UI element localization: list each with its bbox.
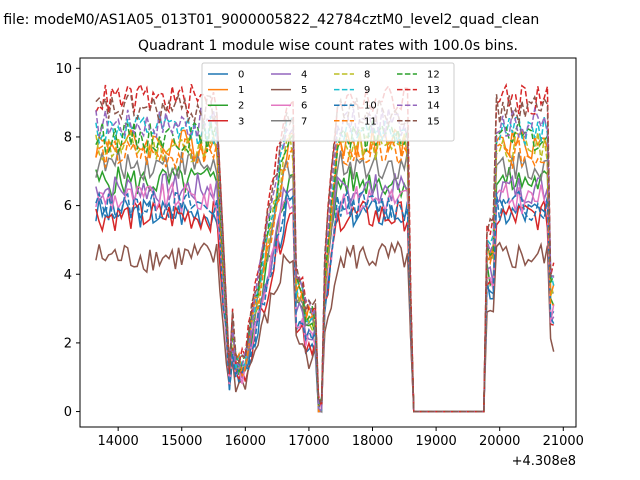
x-tick-label-2: 16000: [225, 434, 266, 449]
x-tick-label-4: 18000: [352, 434, 393, 449]
legend-label-5: 5: [301, 85, 307, 96]
y-tick-label-3: 6: [64, 199, 72, 214]
chart-title: Quadrant 1 module wise count rates with …: [138, 38, 518, 54]
y-tick-label-1: 2: [64, 336, 72, 351]
legend-label-4: 4: [301, 70, 307, 81]
legend-label-3: 3: [238, 116, 244, 127]
legend-label-10: 10: [364, 101, 377, 112]
y-axis: 0 2 4 6 8 10: [55, 62, 80, 420]
legend-label-11: 11: [364, 116, 377, 127]
y-tick-label-5: 10: [55, 62, 72, 77]
legend-label-8: 8: [364, 70, 370, 81]
legend-label-6: 6: [301, 101, 307, 112]
legend-box: [201, 62, 455, 142]
x-axis: 14000 15000 16000 17000 18000 19000 20000 21000: [97, 427, 584, 449]
legend-label-7: 7: [301, 116, 307, 127]
legend-label-14: 14: [427, 101, 440, 112]
x-tick-label-7: 21000: [543, 434, 584, 449]
x-tick-label-0: 14000: [97, 434, 138, 449]
legend-label-2: 2: [238, 101, 244, 112]
legend-label-13: 13: [427, 85, 440, 96]
series-line-15: [95, 92, 554, 413]
axes-frame: [79, 57, 577, 428]
legend-label-15: 15: [427, 116, 440, 127]
legend-label-12: 12: [427, 70, 440, 81]
x-offset-label: +4.308e8: [512, 454, 576, 469]
y-tick-label-2: 4: [64, 268, 72, 283]
legend-label-9: 9: [364, 85, 370, 96]
x-tick-label-1: 15000: [161, 434, 202, 449]
legend-label-0: 0: [238, 70, 244, 81]
y-tick-label-4: 8: [64, 130, 72, 145]
legend-label-1: 1: [238, 85, 244, 96]
x-tick-label-6: 20000: [479, 434, 520, 449]
x-tick-label-3: 17000: [288, 434, 329, 449]
y-tick-label-0: 0: [64, 405, 72, 420]
x-tick-label-5: 19000: [415, 434, 456, 449]
suptitle: n file: modeM0/AS1A05_013T01_9000005822_…: [0, 12, 539, 28]
plot-lines: [95, 82, 555, 414]
